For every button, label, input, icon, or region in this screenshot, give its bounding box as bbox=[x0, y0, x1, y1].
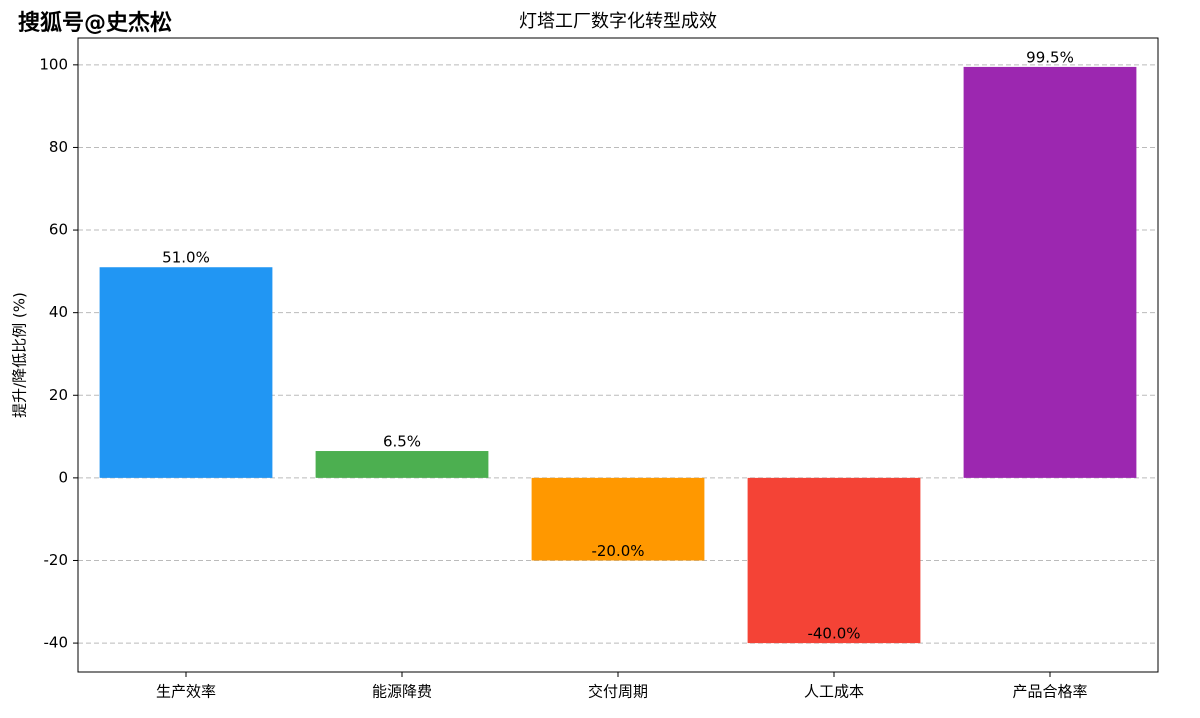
bar bbox=[99, 267, 273, 478]
value-label: -40.0% bbox=[807, 625, 860, 643]
x-tick-label: 人工成本 bbox=[804, 683, 864, 701]
y-tick-label: 20 bbox=[49, 386, 68, 404]
y-tick-label: 100 bbox=[39, 55, 68, 73]
y-tick-label: -20 bbox=[44, 551, 69, 569]
bar bbox=[315, 451, 489, 478]
x-tick-label: 生产效率 bbox=[156, 683, 216, 701]
value-label: 51.0% bbox=[162, 249, 210, 267]
watermark: 搜狐号@史杰松 bbox=[18, 10, 172, 36]
x-tick-label: 能源降费 bbox=[372, 683, 432, 701]
y-tick-label: 80 bbox=[49, 138, 68, 156]
y-tick-label: 40 bbox=[49, 303, 68, 321]
bar bbox=[531, 477, 705, 561]
y-tick-label: 0 bbox=[58, 468, 68, 486]
x-tick-label: 交付周期 bbox=[588, 683, 648, 701]
y-axis-label: 提升/降低比例 (%) bbox=[11, 292, 29, 418]
bar bbox=[747, 477, 921, 644]
value-label: 99.5% bbox=[1026, 48, 1074, 66]
bar bbox=[963, 66, 1137, 478]
x-tick-label: 产品合格率 bbox=[1012, 683, 1087, 701]
plot-frame bbox=[77, 37, 1159, 673]
value-label: 6.5% bbox=[383, 433, 421, 451]
chart-title: 灯塔工厂数字化转型成效 bbox=[519, 11, 717, 32]
value-label: -20.0% bbox=[591, 542, 644, 560]
y-tick-label: 60 bbox=[49, 221, 68, 239]
y-tick-label: -40 bbox=[44, 634, 69, 652]
